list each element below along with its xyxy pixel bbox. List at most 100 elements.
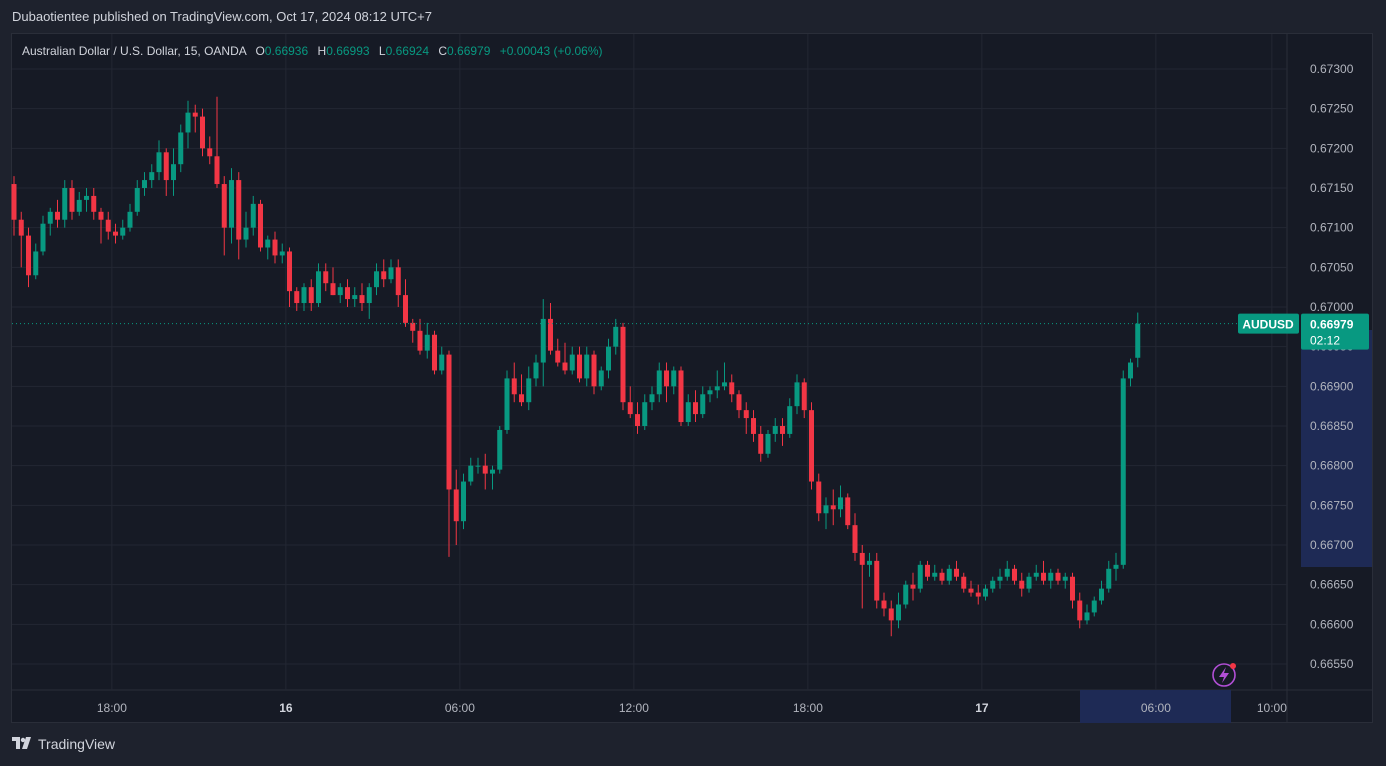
candle-body: [475, 465, 481, 467]
candle-body: [896, 604, 901, 621]
candle-body: [446, 354, 452, 490]
candle-body: [664, 370, 669, 387]
candle-body: [1048, 572, 1054, 581]
tradingview-logo-icon: [12, 737, 31, 749]
candle-body: [207, 148, 213, 157]
candle-body: [852, 525, 858, 553]
y-tick-label: 0.67000: [1310, 300, 1354, 314]
candle-body: [830, 505, 836, 510]
legend-high-value: 0.66993: [326, 44, 370, 58]
candle-body: [185, 112, 191, 133]
lightning-bolt-icon[interactable]: [1212, 663, 1236, 687]
legend-change: +0.00043 (+0.06%): [499, 44, 603, 58]
tradingview-brand[interactable]: TradingView: [12, 736, 115, 752]
candle-body: [961, 576, 967, 589]
candle-body: [490, 469, 495, 474]
candle-body: [272, 239, 278, 256]
legend-close-value: 0.66979: [447, 44, 491, 58]
brand-name: TradingView: [38, 736, 116, 752]
candle-body: [620, 326, 626, 403]
candle-body: [395, 267, 401, 296]
y-tick-label: 0.66800: [1310, 459, 1354, 473]
candle-body: [497, 429, 503, 470]
candle-body: [214, 156, 220, 185]
candle-body: [323, 271, 329, 284]
legend-high-label: H: [317, 44, 327, 58]
candle-body: [954, 568, 959, 577]
candle-body: [120, 227, 126, 236]
candle-body: [337, 287, 343, 296]
y-tick-label: 0.67250: [1310, 102, 1354, 116]
candle-body: [192, 112, 198, 117]
candle-body: [1077, 600, 1083, 621]
candle-body: [374, 271, 379, 288]
candle-body: [105, 219, 111, 232]
candle-body: [765, 433, 771, 454]
candle-body: [1106, 568, 1112, 589]
y-tick-label: 0.66600: [1310, 617, 1354, 631]
candle-body: [26, 235, 31, 276]
candle-body: [548, 318, 553, 351]
candle-body: [1055, 572, 1061, 581]
candle-body: [700, 394, 706, 415]
candle-body: [301, 287, 307, 304]
candle-body: [555, 350, 561, 363]
candle-body: [250, 203, 256, 228]
x-tick-label: 18:00: [97, 701, 127, 715]
candle-body: [352, 295, 358, 300]
x-tick-label: 17: [975, 701, 989, 715]
publish-info: Dubaotientee published on TradingView.co…: [12, 9, 432, 24]
candle-body: [925, 564, 930, 577]
candle-body: [287, 251, 292, 292]
candle-body: [366, 287, 372, 304]
y-tick-label: 0.66750: [1310, 498, 1354, 512]
candle-body: [968, 588, 974, 593]
notification-dot: [1230, 663, 1236, 669]
candle-body: [156, 152, 162, 173]
current-price-tag[interactable]: [1301, 313, 1369, 350]
x-tick-label: 16: [279, 701, 293, 715]
candle-body: [127, 211, 133, 228]
candle-body: [780, 426, 785, 434]
candle-body: [316, 271, 321, 304]
candle-body: [504, 378, 510, 430]
legend-symbol[interactable]: Australian Dollar / U.S. Dollar, 15, OAN…: [22, 44, 247, 58]
candle-body: [410, 322, 416, 331]
candle-body: [265, 239, 271, 248]
candle-body: [142, 180, 147, 188]
candle-body: [55, 211, 60, 220]
candle-body: [18, 219, 24, 236]
candle-body: [990, 580, 996, 589]
candle-body: [163, 152, 169, 181]
symbol-tag-label: AUDUSD: [1242, 318, 1294, 332]
y-tick-label: 0.66700: [1310, 538, 1354, 552]
candle-body: [91, 195, 97, 212]
candle-body: [1091, 600, 1097, 613]
candle-body: [381, 271, 387, 280]
time-range-highlight: [1080, 690, 1231, 723]
candle-body: [149, 172, 155, 181]
publish-line: Dubaotientee published on TradingView.co…: [12, 9, 433, 24]
candle-body: [939, 572, 945, 581]
candle-body: [729, 382, 735, 395]
candle-body: [823, 505, 829, 514]
candle-body: [707, 390, 713, 395]
legend-open-label: O: [255, 44, 265, 58]
candle-body: [722, 382, 727, 387]
candle-body: [330, 283, 336, 296]
candle-body: [432, 334, 437, 371]
candle-body: [1026, 576, 1032, 589]
candle-body: [236, 180, 242, 240]
candle-body: [171, 164, 176, 181]
candle-body: [84, 195, 89, 200]
candle-body: [40, 223, 46, 252]
candle-body: [736, 394, 742, 411]
candle-body: [178, 132, 184, 165]
candle-body: [1099, 588, 1104, 601]
candle-body: [997, 576, 1003, 581]
candle-body: [867, 560, 872, 565]
legend-low-value: 0.66924: [385, 44, 429, 58]
candle-body: [69, 188, 75, 212]
candle-body: [1113, 564, 1119, 569]
